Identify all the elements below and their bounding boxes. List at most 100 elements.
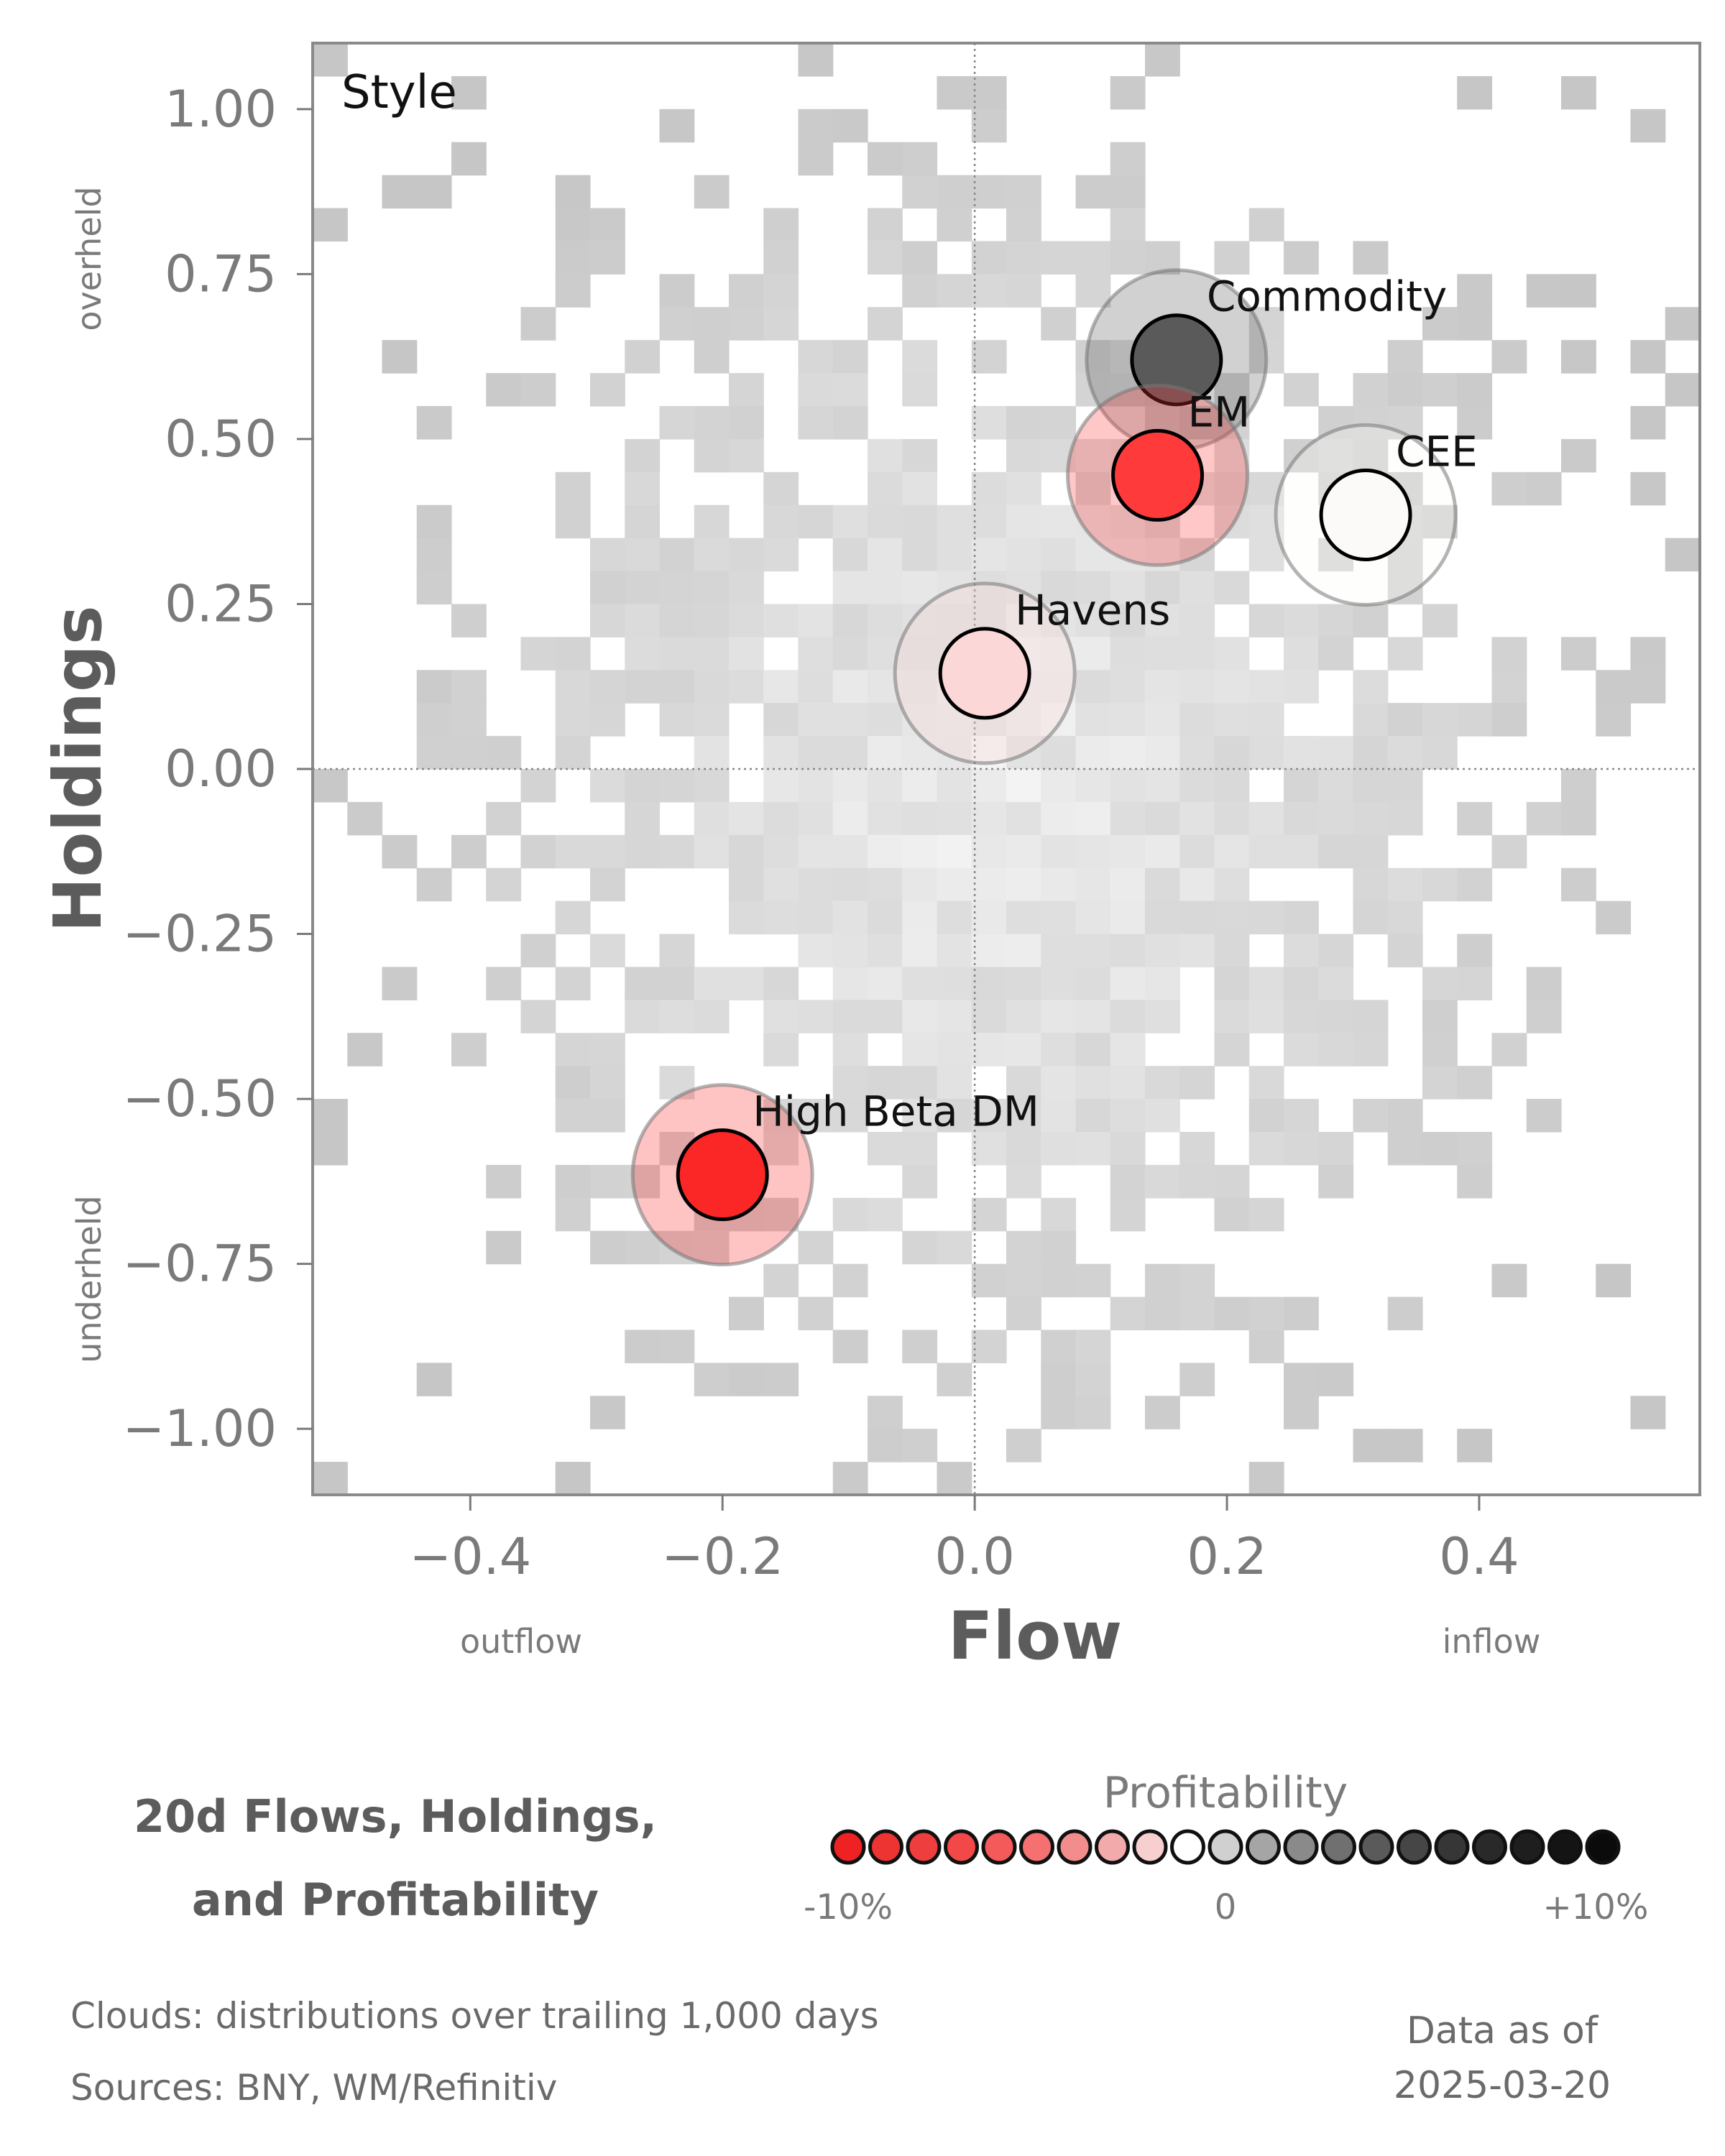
heat-cell [625, 1330, 661, 1363]
heat-cell [1006, 1132, 1041, 1166]
heat-cell [1596, 900, 1632, 935]
heat-cell [1422, 1000, 1458, 1033]
legend-dot [1170, 1829, 1205, 1865]
heat-cell [1041, 1000, 1077, 1033]
heat-cell [1075, 471, 1111, 506]
heat-cell [520, 769, 556, 803]
heat-cell [1665, 373, 1701, 407]
heat-cell [937, 208, 972, 242]
heat-cell [1075, 1066, 1111, 1100]
heat-cell [313, 208, 348, 242]
heat-cell [798, 43, 834, 77]
heat-cell [1387, 801, 1423, 836]
heat-cell [971, 175, 1007, 209]
heat-cell [1561, 438, 1596, 473]
chart-title-line-2: and Profitability [191, 1874, 599, 1926]
heat-cell [1145, 670, 1180, 704]
heat-cell [1284, 241, 1319, 275]
heat-cell [1110, 1033, 1146, 1067]
heat-cell [1630, 670, 1666, 704]
heat-cell [1457, 1066, 1493, 1100]
heat-cell [971, 241, 1007, 275]
heat-cell [729, 373, 764, 407]
heat-cell [659, 769, 695, 803]
point-label: High Beta DM [753, 1087, 1039, 1136]
heat-cell [1248, 1099, 1284, 1133]
heat-cell [520, 373, 556, 407]
heat-cell [1457, 801, 1493, 836]
heat-cell [1284, 1033, 1319, 1067]
heat-cell [971, 867, 1007, 902]
heat-cell [694, 637, 730, 671]
heat-cell [1284, 834, 1319, 869]
heat-cell [868, 538, 903, 572]
heat-cell [798, 834, 834, 869]
y-tick-label: 0.50 [165, 410, 277, 469]
heat-cell [763, 967, 799, 1000]
data-points: Commodity EM CEE Havens High Beta DM [630, 268, 1478, 1267]
x-tick-label: −0.2 [661, 1527, 783, 1586]
heat-cell [832, 736, 868, 770]
heat-cell [694, 505, 730, 539]
heat-cell [1006, 175, 1041, 209]
heat-cell [971, 834, 1007, 869]
heat-cell [832, 1330, 868, 1363]
heat-cell [1353, 604, 1389, 637]
heat-cell [1041, 1099, 1077, 1133]
heat-cell [937, 1462, 972, 1496]
heat-cell [832, 604, 868, 637]
heat-cell [971, 1263, 1007, 1298]
heat-cell [1561, 769, 1596, 803]
heat-cell [1422, 1033, 1458, 1067]
heat-cell [590, 670, 625, 704]
heat-cell [625, 471, 661, 506]
heat-cell [937, 867, 972, 902]
heat-cell [1457, 1164, 1493, 1199]
heat-cell [659, 109, 695, 143]
heat-cell [1110, 703, 1146, 737]
heat-cell [868, 867, 903, 902]
heat-cell [937, 1033, 972, 1067]
heat-cell [555, 1462, 591, 1496]
heat-cell [1353, 1000, 1389, 1033]
heat-cell [868, 769, 903, 803]
heat-cell [1075, 175, 1111, 209]
heat-cell [1353, 438, 1389, 473]
heat-cell [1214, 967, 1250, 1000]
heat-cell [1179, 406, 1215, 440]
profitability-legend [830, 1829, 1621, 1865]
heat-cell [520, 934, 556, 968]
heat-cell [798, 637, 834, 671]
heat-cell [694, 967, 730, 1000]
heat-cell [1041, 1197, 1077, 1232]
heat-cell [729, 571, 764, 605]
heat-cell [1110, 769, 1146, 803]
heat-cell [625, 438, 661, 473]
heat-cell [1353, 900, 1389, 935]
heat-cell [1214, 1000, 1250, 1033]
heat-cell [1214, 900, 1250, 935]
heat-cell [971, 769, 1007, 803]
heat-cell [971, 1033, 1007, 1067]
heat-cell [1179, 703, 1215, 737]
heat-cell [1075, 538, 1111, 572]
heat-cell [520, 637, 556, 671]
heat-cell [902, 175, 938, 209]
heat-cell [659, 571, 695, 605]
heat-cell [798, 406, 834, 440]
heat-cell [1248, 1132, 1284, 1166]
heat-cell [798, 736, 834, 770]
heat-cell [763, 538, 799, 572]
heat-cell [729, 438, 764, 473]
heat-cell [1075, 867, 1111, 902]
heat-cell [1387, 769, 1423, 803]
heat-cell [868, 1396, 903, 1429]
heat-cell [1387, 736, 1423, 770]
y-tick-label: −0.75 [122, 1235, 277, 1294]
heat-cell [1457, 703, 1493, 737]
heat-cell [1179, 834, 1215, 869]
heat-cell [902, 736, 938, 770]
heat-cell [1075, 1396, 1111, 1429]
heat-cell [1075, 736, 1111, 770]
heat-cell [729, 406, 764, 440]
